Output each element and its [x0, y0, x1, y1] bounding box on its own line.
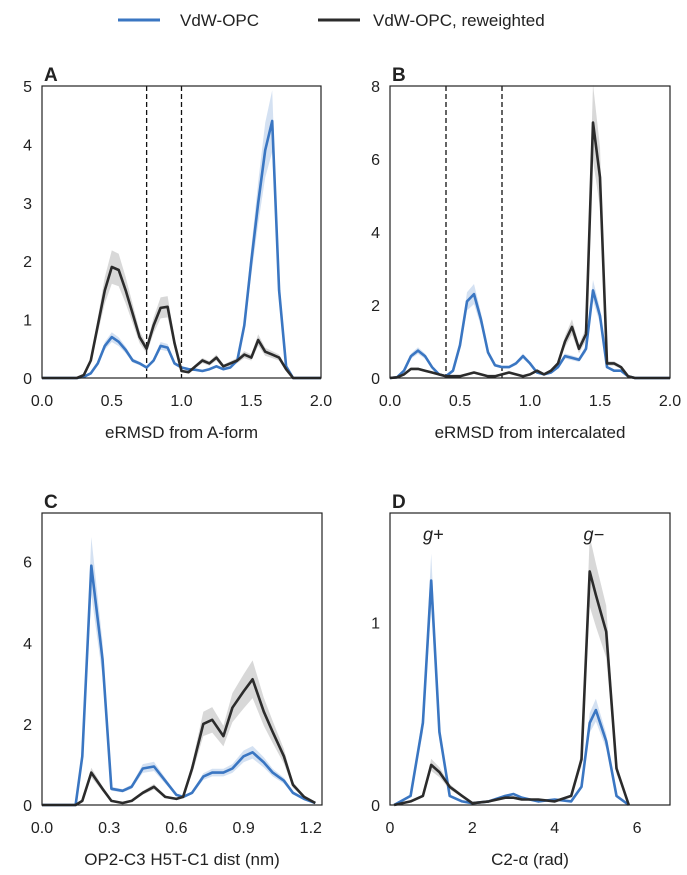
x-tick-label: 0.0: [379, 393, 401, 410]
y-tick-label: 6: [371, 152, 380, 169]
x-tick-label: 0.6: [165, 820, 187, 837]
series-line-reweighted: [389, 121, 670, 380]
plot-frame: [41, 512, 323, 806]
y-tick-label: 1: [371, 616, 380, 633]
plot-frame: [41, 85, 322, 379]
panel-b: 0.0 0.5 1.0 1.5 2.0 0 2 4 6 8 eRMSD from intercala…: [371, 65, 681, 442]
y-tick-label: 0: [371, 798, 380, 815]
panel-d: 0 2 4 6 0 1 C2-α (rad) Dg+ g−: [371, 492, 671, 869]
x-tick-label: 4: [550, 820, 559, 837]
annotation: g+: [423, 524, 444, 544]
y-tick-label: 2: [371, 298, 380, 315]
y-tick-label: 4: [23, 636, 32, 653]
x-tick-label: 2.0: [310, 393, 332, 410]
panel-c: 0.0 0.3 0.6 0.9 1.2 0 2 4 6 OP2-C3 H5T-C1 dist (n…: [23, 492, 323, 869]
y-tick-label: 4: [23, 137, 32, 154]
panel-a: 0.0 0.5 1.0 1.5 2.0 0 1 2 3 4 5 eRMSD from A-form A: [23, 65, 332, 442]
band-reweighted: [42, 660, 316, 805]
y-tick-label: 2: [23, 254, 32, 271]
series-line-vdw-opc: [42, 564, 316, 807]
x-axis-label: eRMSD from intercalated: [435, 423, 626, 442]
band-reweighted: [42, 250, 321, 378]
annotation: g−: [584, 524, 605, 544]
y-tick-label: 1: [23, 313, 32, 330]
panel-label: C: [44, 492, 58, 513]
plot-frame: [389, 85, 671, 379]
panel-label: B: [392, 65, 406, 86]
x-tick-label: 0.9: [232, 820, 254, 837]
x-tick-label: 0.5: [449, 393, 471, 410]
y-tick-label: 0: [371, 371, 380, 388]
series-line-vdw-opc: [393, 579, 630, 807]
x-tick-label: 1.0: [519, 393, 541, 410]
x-axis-label: OP2-C3 H5T-C1 dist (nm): [84, 850, 280, 869]
band-vdw-opc: [42, 537, 316, 805]
x-tick-label: 0: [386, 820, 395, 837]
series-line-vdw-opc: [389, 289, 670, 380]
y-tick-label: 3: [23, 196, 32, 213]
legend-label-reweighted: VdW-OPC, reweighted: [373, 11, 545, 30]
plot-frame: [389, 512, 671, 806]
x-tick-label: 0.5: [101, 393, 123, 410]
series-line-reweighted: [42, 265, 321, 380]
series-line-vdw-opc: [42, 119, 321, 380]
series-line-reweighted: [42, 677, 316, 807]
y-tick-label: 6: [23, 555, 32, 572]
x-tick-label: 0.0: [31, 393, 53, 410]
y-tick-label: 8: [371, 79, 380, 96]
panel-label: D: [392, 492, 406, 513]
legend-label-vdw-opc: VdW-OPC: [180, 11, 259, 30]
y-tick-label: 0: [23, 798, 32, 815]
band-reweighted: [390, 84, 670, 378]
x-tick-label: 6: [633, 820, 642, 837]
y-tick-label: 5: [23, 79, 32, 96]
x-tick-label: 0.0: [31, 820, 53, 837]
x-tick-label: 1.0: [170, 393, 192, 410]
x-axis-label: eRMSD from A-form: [105, 423, 258, 442]
x-tick-label: 1.2: [300, 820, 322, 837]
y-tick-label: 0: [23, 371, 32, 388]
series-line-reweighted: [393, 570, 631, 807]
y-tick-label: 4: [371, 225, 380, 242]
panel-label: A: [44, 65, 58, 86]
x-tick-label: 2: [468, 820, 477, 837]
y-tick-label: 2: [23, 717, 32, 734]
x-axis-label: C2-α (rad): [491, 850, 569, 869]
legend: VdW-OPC VdW-OPC, reweighted: [118, 11, 545, 30]
x-tick-label: 2.0: [659, 393, 681, 410]
band-reweighted: [394, 536, 629, 805]
x-tick-label: 1.5: [240, 393, 262, 410]
x-tick-label: 1.5: [589, 393, 611, 410]
x-tick-label: 0.3: [98, 820, 120, 837]
